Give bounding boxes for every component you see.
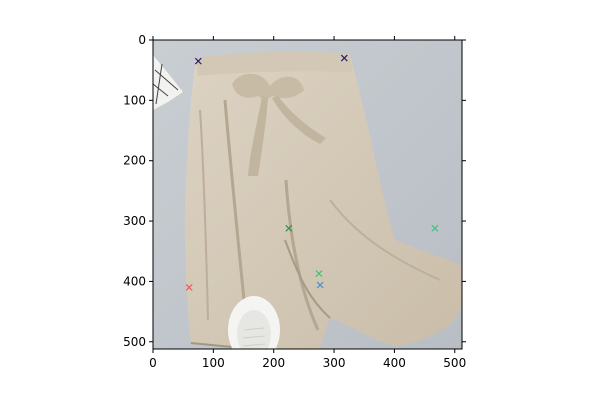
x-tick-label: 300 <box>323 356 346 370</box>
axes-frame <box>152 39 463 350</box>
marker-point-5 <box>316 281 324 289</box>
x-tick-label: 400 <box>383 356 406 370</box>
y-tick-label: 0 <box>138 33 146 47</box>
y-tick-label: 400 <box>123 274 146 288</box>
x-tick-label: 500 <box>443 356 466 370</box>
marker-point-4 <box>315 270 323 277</box>
markers <box>185 54 439 291</box>
plaid-cloth <box>153 55 183 110</box>
x-tick-label: 200 <box>262 356 285 370</box>
marker-point-6 <box>185 284 193 291</box>
photo <box>153 40 462 349</box>
marker-point-7 <box>285 224 293 232</box>
y-tick-label: 100 <box>123 93 146 107</box>
y-tick-label: 500 <box>123 335 146 349</box>
y-tick-label: 200 <box>123 154 146 168</box>
sneaker <box>228 296 280 349</box>
y-tick-label: 300 <box>123 214 146 228</box>
y-axis: 0 100 200 300 400 500 <box>123 33 466 349</box>
shorts <box>184 51 462 349</box>
marker-point-3 <box>431 224 439 232</box>
x-tick-label: 100 <box>202 356 225 370</box>
x-tick-label: 0 <box>149 356 157 370</box>
marker-point-2 <box>340 54 348 62</box>
marker-point-1 <box>194 57 202 65</box>
x-axis: 0 100 200 300 400 500 <box>149 36 466 370</box>
